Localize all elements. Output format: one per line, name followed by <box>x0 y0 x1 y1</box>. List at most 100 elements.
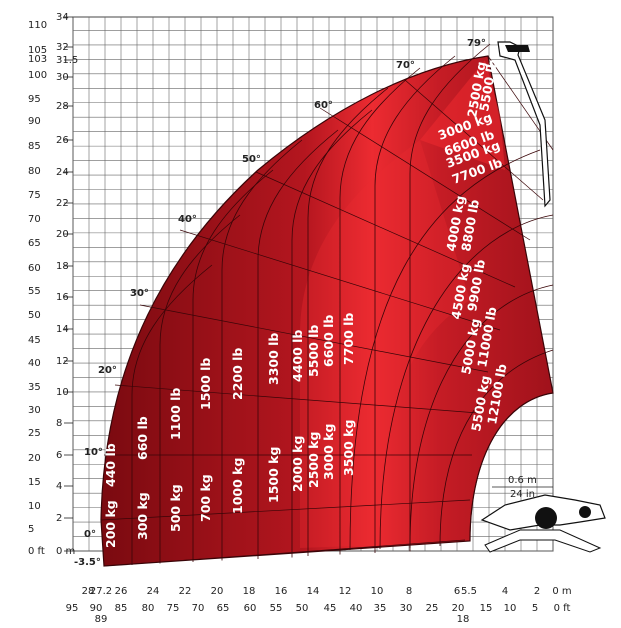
x-tick-m: 2 <box>534 586 540 597</box>
y-tick-ft: 5 <box>28 524 34 535</box>
load-label-lb: 5500 lb <box>306 325 321 377</box>
angle-ray <box>179 229 501 331</box>
x-tick-m: 12 <box>339 586 352 597</box>
y-tick-m: 16 <box>56 292 69 303</box>
wheel-icon <box>579 506 591 518</box>
angle-label: 60° <box>314 100 333 111</box>
y-tick-m: 2 <box>56 513 62 524</box>
zone-labels: 200 kg 440 lb 300 kg 660 lb 500 kg 1100 lb 700… <box>103 58 510 548</box>
x-tick-ft: 70 <box>192 603 205 614</box>
load-label-kg: 3000 kg <box>321 424 336 480</box>
x-tick-ft: 18 <box>457 614 470 625</box>
y-tick-ft: 50 <box>28 310 41 321</box>
y-tick-ft: 60 <box>28 263 41 274</box>
y-tick-m: 0 m <box>56 546 75 557</box>
capacity-arc <box>409 284 554 549</box>
x-tick-ft: 0 ft <box>554 603 571 614</box>
y-tick-m: 4 <box>56 481 62 492</box>
y-tick-m: 14 <box>56 324 69 335</box>
y-tick-m: 28 <box>56 101 69 112</box>
x-tick-ft: 35 <box>374 603 387 614</box>
x-tick-ft: 30 <box>400 603 413 614</box>
zone-boundary <box>291 109 373 558</box>
hot-zone <box>420 60 505 170</box>
x-tick-m: 24 <box>147 586 160 597</box>
y-tick-ft: 0 ft <box>28 546 45 557</box>
outrigger-icon <box>484 529 602 553</box>
wheel-icon <box>535 507 557 529</box>
y-tick-ft: 110 <box>28 20 47 31</box>
x-tick-m: 16 <box>275 586 288 597</box>
x-tick-m: 6 <box>454 586 460 597</box>
zone-boundary <box>339 67 421 555</box>
x-tick-m: 26 <box>115 586 128 597</box>
angle-ray <box>114 384 479 414</box>
zone-boundary <box>307 87 389 556</box>
x-tick-ft: 15 <box>480 603 493 614</box>
y-tick-ft: 70 <box>28 214 41 225</box>
x-tick-ft: 20 <box>452 603 465 614</box>
y-tick-ft: 80 <box>28 166 41 177</box>
y-tick-ft: 103 <box>28 54 47 65</box>
y-tick-m: 31.5 <box>56 55 78 66</box>
y-tick-m: 32 <box>56 42 69 53</box>
load-label-kg: 700 kg <box>198 474 213 522</box>
y-tick-m: 20 <box>56 229 69 240</box>
y-tick-m: 26 <box>56 135 69 146</box>
angle-ray <box>319 107 531 241</box>
load-label-kg: 1000 kg <box>230 458 245 514</box>
x-tick-m: 28 <box>82 586 95 597</box>
fork-icon <box>505 45 530 52</box>
load-label-kg: 2500 kg <box>306 432 321 488</box>
capacity-arc <box>469 392 554 542</box>
y-tick-m: 8 <box>56 418 62 429</box>
y-tick-m: 6 <box>56 450 62 461</box>
load-label-kg: 500 kg <box>168 484 183 532</box>
y-tick-ft: 30 <box>28 405 41 416</box>
y-tick-ft: 45 <box>28 335 41 346</box>
x-tick-ft: 65 <box>217 603 230 614</box>
load-label-kg: 300 kg <box>135 492 150 540</box>
load-label-kg: 2000 kg <box>290 436 305 492</box>
y-tick-m: 24 <box>56 167 69 178</box>
y-tick-ft: 90 <box>28 116 41 127</box>
x-tick-ft: 60 <box>244 603 257 614</box>
capacity-arc <box>379 214 554 550</box>
angle-label: -3.5° <box>74 557 101 568</box>
dimension-m: 0.6 m <box>508 475 537 486</box>
y-tick-m: 22 <box>56 198 69 209</box>
angle-ray <box>139 304 489 373</box>
angle-ray <box>404 79 544 201</box>
x-tick-ft: 85 <box>115 603 128 614</box>
x-tick-ft: 50 <box>296 603 309 614</box>
zone-boundary <box>257 129 339 559</box>
angle-labels: -3.5° 0° 10° 20° 30° 40° 50° 60° 70° 79° <box>74 38 486 568</box>
load-label-lb: 3300 lb <box>266 333 281 385</box>
zone-boundary <box>159 214 241 564</box>
angle-label: 10° <box>84 447 103 458</box>
y-tick-ft: 55 <box>28 286 41 297</box>
y-tick-m: 18 <box>56 261 69 272</box>
dimension-in: 24 in <box>510 489 535 500</box>
x-tick-m: 4 <box>502 586 508 597</box>
load-label-lb: 1100 lb <box>168 388 183 440</box>
x-tick-m: 14 <box>307 586 320 597</box>
angle-label: 79° <box>467 38 486 49</box>
angle-label: 40° <box>178 214 197 225</box>
y-tick-ft: 10 <box>28 501 41 512</box>
x-tick-ft: 25 <box>426 603 439 614</box>
x-tick-ft: 5 <box>532 603 538 614</box>
x-tick-ft: 95 <box>66 603 79 614</box>
angle-label: 20° <box>98 365 117 376</box>
y-tick-ft: 105 <box>28 45 47 56</box>
x-tick-ft: 80 <box>142 603 155 614</box>
load-label-lb: 660 lb <box>135 416 150 460</box>
y-tick-ft: 35 <box>28 382 41 393</box>
x-tick-m: 10 <box>371 586 384 597</box>
load-label-lb: 7700 lb <box>341 313 356 365</box>
x-tick-m: 8 <box>406 586 412 597</box>
y-tick-ft: 25 <box>28 428 41 439</box>
x-tick-ft: 45 <box>324 603 337 614</box>
angle-label: 0° <box>84 529 96 540</box>
